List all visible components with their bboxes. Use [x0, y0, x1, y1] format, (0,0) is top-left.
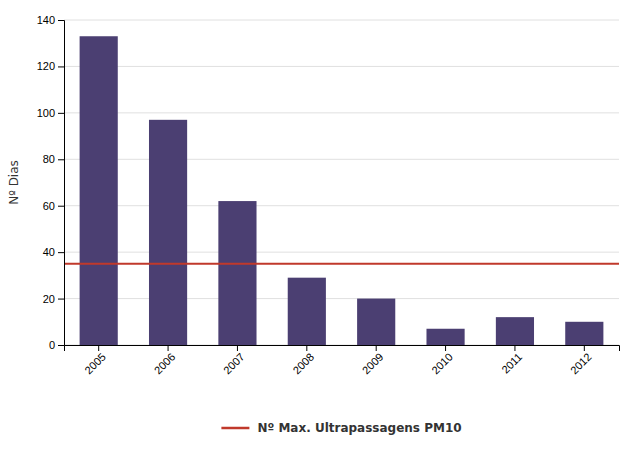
x-tick-label: 2012	[568, 351, 594, 377]
bar	[80, 36, 118, 345]
x-tick-label: 2011	[499, 351, 524, 376]
grid-line	[64, 298, 619, 299]
reference-line	[64, 263, 619, 265]
marks	[64, 36, 619, 345]
legend-item: Nº Max. Ultrapassagens PM10	[221, 421, 461, 435]
grid-line	[64, 159, 619, 160]
plot: 0204060801001201402005200620072008200920…	[37, 14, 620, 376]
grid-line	[64, 20, 619, 21]
x-tick: 2005	[82, 345, 108, 376]
y-tick-mark	[58, 66, 64, 67]
grid-line	[64, 66, 619, 67]
x-tick-label: 2005	[82, 351, 108, 377]
x-tick: 2006	[152, 345, 178, 376]
x-tick: 2007	[221, 345, 247, 376]
x-axis: 2005 2006 2007 2008 2009 2010 2011 2012	[65, 345, 620, 376]
y-tick: 0	[49, 339, 64, 351]
y-axis-title: Nº Dias	[7, 160, 21, 205]
bar	[149, 120, 187, 345]
y-tick-label: 0	[49, 339, 55, 351]
grid-line	[64, 112, 619, 113]
y-tick-label: 120	[37, 60, 55, 72]
y-tick-mark	[58, 252, 64, 253]
x-tick: 2010	[429, 345, 455, 376]
legend-label: Nº Max. Ultrapassagens PM10	[257, 421, 461, 435]
bar	[357, 299, 395, 345]
y-tick-label: 20	[43, 293, 55, 305]
y-axis-line	[58, 21, 65, 346]
y-tick: 40	[43, 246, 64, 258]
x-tick-label: 2010	[429, 351, 455, 377]
y-tick-label: 60	[43, 200, 55, 212]
y-tick-mark	[58, 299, 64, 300]
x-tick: 2012	[568, 345, 594, 376]
y-tick: 60	[43, 200, 64, 212]
x-tick: 2009	[360, 345, 386, 376]
bar	[426, 329, 464, 345]
bar	[288, 278, 326, 345]
x-axis-line	[65, 346, 620, 352]
y-tick-mark	[58, 345, 64, 346]
y-tick-mark	[58, 159, 64, 160]
grid-line	[64, 252, 619, 253]
y-tick: 100	[37, 107, 64, 119]
bar	[218, 201, 256, 345]
bar	[565, 322, 603, 345]
y-tick: 20	[43, 293, 64, 305]
x-tick-label: 2009	[360, 351, 386, 377]
y-tick-label: 40	[43, 246, 55, 258]
y-tick-label: 100	[37, 107, 55, 119]
y-tick-mark	[58, 113, 64, 114]
legend: Nº Max. Ultrapassagens PM10	[221, 421, 461, 435]
y-tick-label: 140	[37, 14, 55, 26]
y-tick: 120	[37, 60, 64, 72]
y-tick: 80	[43, 153, 64, 165]
y-tick: 140	[37, 14, 64, 26]
y-tick-mark	[58, 20, 64, 21]
y-axis: 0 20 40 60 80 100 120 140	[37, 14, 65, 351]
x-tick-label: 2006	[152, 351, 178, 377]
x-tick-label: 2007	[221, 351, 247, 377]
grid	[64, 20, 619, 345]
y-tick-mark	[58, 206, 64, 207]
y-tick-label: 80	[43, 153, 55, 165]
x-tick: 2008	[290, 345, 316, 376]
legend-swatch	[221, 427, 249, 430]
bar	[496, 317, 534, 345]
x-tick-label: 2008	[290, 351, 316, 377]
chart: 0204060801001201402005200620072008200920…	[0, 0, 643, 450]
grid-line	[64, 205, 619, 206]
x-tick: 2011	[499, 345, 524, 376]
